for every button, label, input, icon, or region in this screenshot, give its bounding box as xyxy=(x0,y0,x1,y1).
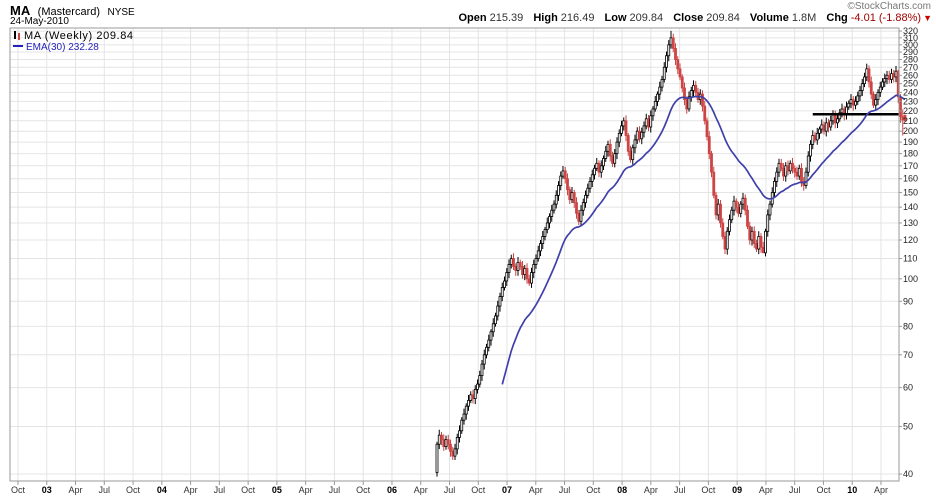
svg-text:90: 90 xyxy=(903,296,913,306)
quote-summary-bar: Open 215.39 High 216.49 Low 209.84 Close 209… xyxy=(452,12,933,24)
svg-text:70: 70 xyxy=(903,350,913,360)
svg-text:Apr: Apr xyxy=(299,485,313,495)
close-value: 209.84 xyxy=(706,12,740,24)
svg-text:Apr: Apr xyxy=(69,485,83,495)
svg-text:100: 100 xyxy=(903,274,918,284)
plot-frame xyxy=(9,27,900,482)
low-value: 209.84 xyxy=(629,12,664,24)
axis-labels: 40 50 60 70 80 90 100 110 120 130 140 150 160 170 180 1… xyxy=(11,26,918,495)
svg-text:Oct: Oct xyxy=(241,485,256,495)
svg-text:Oct: Oct xyxy=(126,485,141,495)
svg-text:Jul: Jul xyxy=(99,485,111,495)
svg-text:Apr: Apr xyxy=(759,485,773,495)
svg-text:Apr: Apr xyxy=(414,485,428,495)
chg-down-triangle-icon[interactable]: ▼ xyxy=(923,13,932,23)
ticker-symbol: MA xyxy=(10,3,31,18)
high-label: High xyxy=(533,12,558,24)
ema-line-swatch-icon xyxy=(13,45,23,48)
low-label: Low xyxy=(604,12,627,24)
svg-text:03: 03 xyxy=(42,485,52,495)
svg-text:Oct: Oct xyxy=(816,485,831,495)
company-name: (Mastercard) xyxy=(37,6,101,18)
svg-text:09: 09 xyxy=(732,485,742,495)
svg-text:06: 06 xyxy=(387,485,397,495)
svg-text:150: 150 xyxy=(903,187,918,197)
volume-label: Volume xyxy=(749,12,789,24)
svg-text:08: 08 xyxy=(617,485,627,495)
ema-line xyxy=(501,94,906,385)
svg-text:40: 40 xyxy=(903,469,913,479)
candlesticks xyxy=(435,30,907,477)
svg-text:210: 210 xyxy=(903,116,918,126)
svg-text:160: 160 xyxy=(903,174,918,184)
svg-text:190: 190 xyxy=(903,137,918,147)
svg-text:230: 230 xyxy=(903,96,918,106)
chart-date: 24-May-2010 xyxy=(10,16,69,27)
chg-label: Chg xyxy=(826,12,848,24)
svg-text:80: 80 xyxy=(903,321,913,331)
svg-text:Jul: Jul xyxy=(559,485,571,495)
svg-text:270: 270 xyxy=(903,62,918,72)
legend-main-label: MA (Weekly) 209.84 xyxy=(24,30,134,42)
svg-text:320: 320 xyxy=(903,26,918,36)
svg-text:05: 05 xyxy=(272,485,282,495)
legend-main-series: MA (Weekly) 209.84 xyxy=(13,30,134,42)
open-value: 215.39 xyxy=(489,12,524,24)
svg-text:250: 250 xyxy=(903,79,918,89)
high-value: 216.49 xyxy=(560,12,595,24)
svg-text:Jul: Jul xyxy=(674,485,686,495)
svg-text:110: 110 xyxy=(903,254,917,264)
svg-text:Oct: Oct xyxy=(471,485,486,495)
svg-text:50: 50 xyxy=(903,421,913,431)
open-label: Open xyxy=(458,12,487,24)
svg-text:Jul: Jul xyxy=(444,485,456,495)
chart-title: MA (Mastercard) NYSE xyxy=(10,2,135,20)
legend-ema-series: EMA(30) 232.28 xyxy=(13,42,99,53)
svg-text:Oct: Oct xyxy=(11,485,26,495)
svg-text:280: 280 xyxy=(903,55,918,65)
svg-text:Apr: Apr xyxy=(874,485,888,495)
svg-text:200: 200 xyxy=(903,126,918,136)
svg-text:Jul: Jul xyxy=(214,485,226,495)
svg-text:220: 220 xyxy=(903,106,918,116)
svg-text:07: 07 xyxy=(502,485,512,495)
svg-text:120: 120 xyxy=(903,235,918,245)
svg-text:240: 240 xyxy=(903,87,918,97)
svg-text:Oct: Oct xyxy=(356,485,371,495)
svg-text:Apr: Apr xyxy=(184,485,198,495)
svg-text:Oct: Oct xyxy=(586,485,601,495)
svg-text:260: 260 xyxy=(903,70,918,80)
svg-text:180: 180 xyxy=(903,149,918,159)
exchange-name: NYSE xyxy=(107,7,135,18)
svg-text:Apr: Apr xyxy=(529,485,543,495)
svg-text:Oct: Oct xyxy=(701,485,716,495)
svg-text:310: 310 xyxy=(903,33,918,43)
svg-text:Jul: Jul xyxy=(789,485,801,495)
chg-value: -4.01 (-1.88%) xyxy=(850,12,922,24)
svg-text:10: 10 xyxy=(847,485,857,495)
close-label: Close xyxy=(673,12,704,24)
stockcharts-credit: ©StockCharts.com xyxy=(847,1,931,12)
svg-text:290: 290 xyxy=(903,47,918,57)
svg-text:60: 60 xyxy=(903,383,913,393)
svg-text:04: 04 xyxy=(157,485,167,495)
svg-text:300: 300 xyxy=(903,40,918,50)
svg-text:170: 170 xyxy=(903,161,918,171)
volume-value: 1.8M xyxy=(791,12,817,24)
candlestick-icon xyxy=(13,31,22,40)
svg-text:130: 130 xyxy=(903,218,918,228)
svg-text:Jul: Jul xyxy=(329,485,341,495)
svg-text:140: 140 xyxy=(903,202,918,212)
svg-text:Apr: Apr xyxy=(644,485,658,495)
legend-ema-label: EMA(30) 232.28 xyxy=(26,42,99,53)
